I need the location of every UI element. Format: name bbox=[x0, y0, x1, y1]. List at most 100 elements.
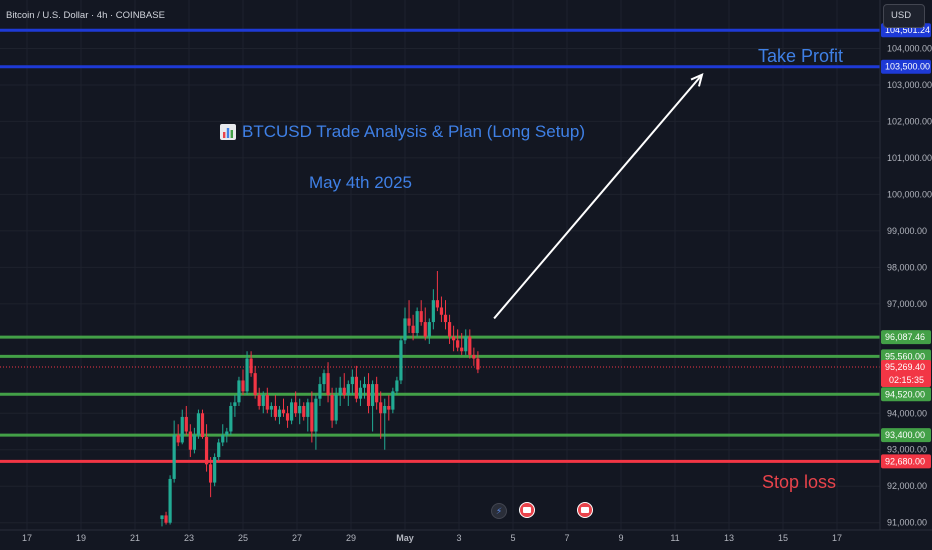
price-level-tag-text: 95,560.00 bbox=[885, 351, 925, 361]
candle-body bbox=[237, 380, 241, 403]
candle-body bbox=[188, 431, 192, 450]
price-level-tag-text: 96,087.46 bbox=[885, 332, 925, 342]
candle-body bbox=[172, 435, 176, 479]
candle-body bbox=[443, 314, 448, 323]
time-tick-label: 15 bbox=[778, 533, 788, 543]
candle-body bbox=[298, 405, 302, 414]
candle-body bbox=[241, 380, 245, 392]
trend-arrow-line[interactable] bbox=[493, 74, 703, 320]
candle-body bbox=[456, 340, 460, 348]
candle-body bbox=[338, 387, 342, 396]
time-tick-label: 21 bbox=[130, 533, 140, 543]
candle-body bbox=[411, 325, 415, 334]
candle-body bbox=[168, 478, 172, 523]
flash-event-icon[interactable]: ⚡ bbox=[491, 503, 507, 519]
time-tick-label: 5 bbox=[510, 533, 515, 543]
time-tick-label: 29 bbox=[346, 533, 356, 543]
price-level-tag bbox=[881, 428, 931, 443]
candle-body bbox=[464, 336, 468, 352]
candle-body bbox=[229, 405, 233, 432]
price-tick-label: 101,000.00 bbox=[887, 153, 932, 163]
us-flag-event-icon[interactable] bbox=[577, 502, 593, 518]
candle-body bbox=[439, 307, 444, 315]
price-level-tag bbox=[881, 330, 931, 345]
candle-body bbox=[379, 402, 383, 414]
time-tick-label: May bbox=[396, 533, 414, 543]
candle-body bbox=[472, 354, 476, 359]
grid-lines bbox=[0, 0, 880, 530]
time-tick-label: 19 bbox=[76, 533, 86, 543]
time-tick-label: 27 bbox=[292, 533, 302, 543]
price-tick-label: 100,000.00 bbox=[887, 189, 932, 199]
take-profit-label: Take Profit bbox=[758, 46, 844, 66]
candle-body bbox=[371, 384, 375, 406]
candle-body bbox=[362, 384, 367, 388]
symbol-title[interactable]: Bitcoin / U.S. Dollar · 4h · COINBASE bbox=[6, 10, 165, 21]
price-level-tag-text: 92,680.00 bbox=[885, 456, 925, 466]
time-tick-label: 17 bbox=[832, 533, 842, 543]
candle-body bbox=[387, 405, 391, 410]
candle-body bbox=[277, 409, 282, 417]
price-axis[interactable]: 91,000.00 92,000.00 93,000.00 94,000.00 97,0… bbox=[879, 0, 932, 530]
price-tick-label: 99,000.00 bbox=[887, 226, 927, 236]
price-level-tag-text: 103,500.00 bbox=[885, 62, 930, 72]
candle-body bbox=[423, 322, 427, 337]
price-tick-label: 91,000.00 bbox=[887, 518, 927, 528]
price-level-tag bbox=[881, 454, 931, 469]
price-tick-label: 93,000.00 bbox=[887, 445, 927, 455]
price-level-tag bbox=[881, 59, 931, 74]
price-tick-label: 92,000.00 bbox=[887, 481, 927, 491]
candle-body bbox=[265, 395, 269, 410]
candle-body bbox=[196, 413, 201, 436]
candlestick-series bbox=[160, 271, 480, 527]
us-flag-event-icon[interactable] bbox=[519, 502, 535, 518]
headline-text: BTCUSD Trade Analysis & Plan (Long Setup… bbox=[242, 122, 585, 141]
candle-body bbox=[383, 405, 387, 414]
horizontal-levels bbox=[0, 28, 880, 463]
candle-body bbox=[407, 318, 411, 326]
candle-body bbox=[180, 416, 184, 443]
time-tick-label: 7 bbox=[564, 533, 569, 543]
price-tick-label: 103,000.00 bbox=[887, 80, 932, 90]
candle-body bbox=[281, 409, 286, 414]
current-price-text: 95,269.40 bbox=[885, 362, 925, 372]
candle-body bbox=[221, 435, 225, 443]
price-level-tag bbox=[881, 349, 931, 364]
candle-body bbox=[342, 387, 346, 396]
candle-body bbox=[391, 391, 395, 410]
candle-body bbox=[476, 358, 480, 370]
candle-body bbox=[354, 376, 358, 399]
candle-body bbox=[452, 336, 456, 341]
candle-body bbox=[225, 431, 229, 436]
price-level-tag-text: 93,400.00 bbox=[885, 430, 925, 440]
candle-body bbox=[435, 300, 439, 308]
time-tick-label: 13 bbox=[724, 533, 734, 543]
price-level-tag-text: 104,501.24 bbox=[885, 25, 930, 35]
candle-body bbox=[334, 395, 338, 421]
candle-body bbox=[330, 395, 334, 421]
candle-body bbox=[468, 336, 472, 355]
time-tick-label: 25 bbox=[238, 533, 248, 543]
time-tick-label: 3 bbox=[456, 533, 461, 543]
currency-button[interactable]: USD bbox=[883, 4, 925, 28]
candle-body bbox=[164, 515, 168, 523]
candle-body bbox=[399, 340, 403, 381]
price-tick-label: 94,000.00 bbox=[887, 408, 927, 418]
candle-body bbox=[217, 442, 221, 458]
candle-body bbox=[249, 358, 253, 374]
candle-body bbox=[253, 373, 257, 396]
candle-body bbox=[213, 457, 217, 483]
price-tick-label: 104,000.00 bbox=[887, 43, 932, 53]
candle-body bbox=[427, 322, 431, 337]
candle-body bbox=[176, 435, 180, 443]
candle-body bbox=[350, 376, 354, 385]
time-axis[interactable]: 17 19 21 23 25 27 29 May 3 5 7 9 11 13 15 17 bbox=[0, 529, 932, 543]
candle-body bbox=[310, 402, 314, 432]
countdown-text: 02:15:35 bbox=[889, 375, 924, 385]
candle-body bbox=[447, 322, 452, 337]
headline-annotation: BTCUSD Trade Analysis & Plan (Long Setup… bbox=[220, 122, 585, 142]
price-tick-label: 97,000.00 bbox=[887, 299, 927, 309]
candle-body bbox=[314, 398, 318, 432]
time-tick-label: 9 bbox=[618, 533, 623, 543]
